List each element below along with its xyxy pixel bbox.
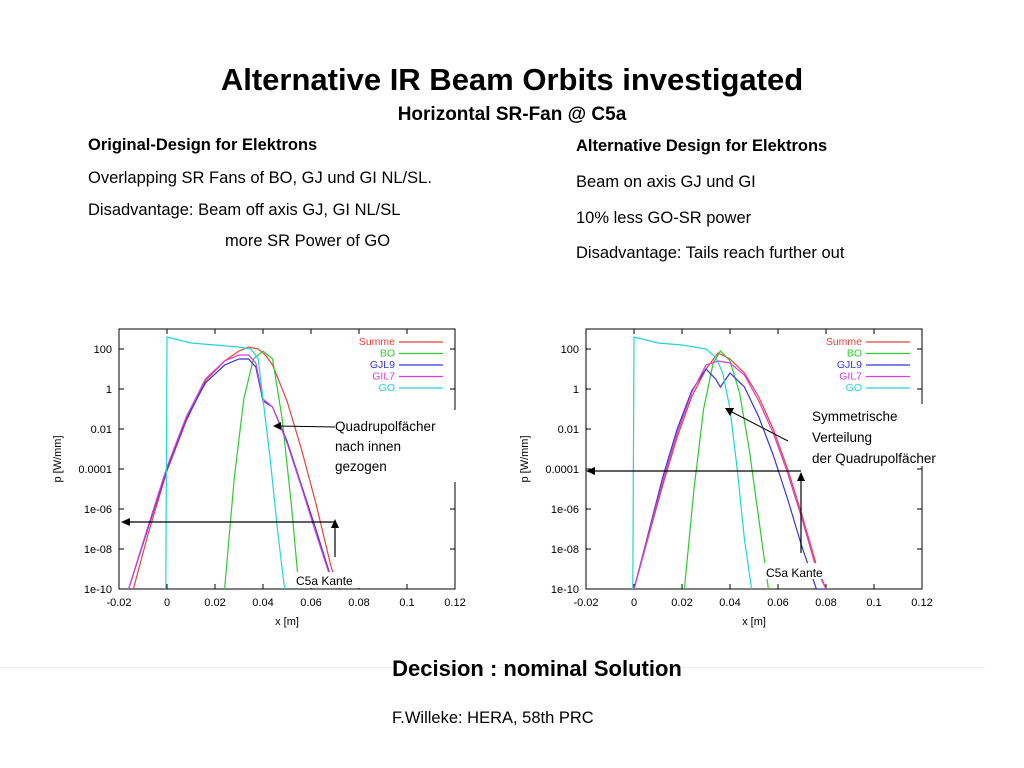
series-line-go	[165, 336, 286, 589]
x-tick-label: 0.1	[399, 597, 414, 609]
legend-label: BO	[847, 348, 862, 360]
x-tick-label: 0.02	[204, 597, 225, 609]
x-axis-label: x [m]	[275, 616, 299, 628]
left-description: Original-Design for Elektrons Overlappin…	[88, 136, 508, 252]
y-tick-label: 1e-06	[84, 504, 112, 516]
chart-right: 100 1 0.01 0.0001 1e-06 1e-08 1e-10 -0.02 0 0.02 0…	[512, 310, 992, 635]
annotation-pointer	[276, 425, 336, 428]
edge-level-arrowhead	[586, 467, 595, 475]
y-tick-label: 1e-10	[551, 584, 579, 596]
legend-label: BO	[380, 348, 395, 360]
slide-title: Alternative IR Beam Orbits investigated	[220, 62, 804, 97]
left-line-1: Overlapping SR Fans of BO, GJ und GI NL/…	[88, 168, 432, 187]
annotation-text: Quadrupolfächer	[335, 419, 436, 434]
x-tick-label: 0.08	[348, 597, 369, 609]
chart-left: 100 1 0.01 0.0001 1e-06 1e-08 1e-10 -0.02 0 0.02 0…	[45, 310, 525, 635]
annotation-bg	[808, 404, 983, 466]
y-tick-label: 1e-10	[84, 584, 112, 596]
chart-right-svg: 100 1 0.01 0.0001 1e-06 1e-08 1e-10-0.02 0 0.02 0…	[519, 328, 983, 628]
x-tick-label: -0.02	[573, 597, 598, 609]
legend-label: GIL7	[839, 371, 862, 383]
series-line-summe	[633, 352, 827, 589]
decision-text: Decision : nominal Solution	[392, 656, 682, 681]
x-tick-label: 0.06	[300, 597, 321, 609]
y-tick-label: 0.0001	[545, 464, 579, 476]
y-axis-label: p [W/mm]	[519, 435, 531, 482]
legend-label: GO	[846, 382, 862, 394]
left-line-3: more SR Power of GO	[225, 232, 391, 251]
slide-subtitle: Horizontal SR-Fan @ C5a	[397, 104, 627, 125]
x-axis-label: x [m]	[742, 616, 766, 628]
series-line-gil7	[128, 354, 338, 589]
edge-marker-arrowhead	[797, 472, 805, 481]
y-tick-label: 1	[106, 384, 112, 396]
y-tick-label: 0.0001	[78, 464, 112, 476]
legend-label: GJL9	[837, 359, 862, 371]
x-tick-label: 0.1	[866, 597, 881, 609]
annotation-pointer	[729, 410, 789, 442]
y-tick-label: 0.01	[558, 424, 579, 436]
y-tick-label: 100	[561, 344, 579, 356]
right-line-2: 10% less GO-SR power	[576, 208, 752, 227]
y-axis-label: p [W/mm]	[52, 435, 64, 482]
y-tick-label: 0.01	[91, 424, 112, 436]
x-tick-label: 0.04	[252, 597, 273, 609]
legend-label: GJL9	[370, 359, 395, 371]
annotation-bg	[332, 410, 465, 482]
left-line-2: Disadvantage: Beam off axis GJ, GI NL/SL	[88, 200, 401, 219]
annotation-text: der Quadrupolfächer	[812, 451, 936, 466]
x-tick-label: -0.02	[106, 597, 131, 609]
y-tick-label: 1e-08	[551, 544, 579, 556]
legend-label: GIL7	[372, 371, 395, 383]
edge-marker-arrowhead	[331, 519, 339, 528]
x-tick-label: 0.02	[671, 597, 692, 609]
x-tick-label: 0.06	[767, 597, 788, 609]
y-tick-label: 1e-06	[551, 504, 579, 516]
annotation-text: Symmetrische	[812, 409, 898, 424]
annotation-text: gezogen	[335, 459, 387, 474]
right-description: Alternative Design for Elektrons Beam on…	[576, 137, 996, 264]
annotation-arrowhead	[725, 408, 734, 416]
x-tick-label: 0.04	[719, 597, 740, 609]
left-heading: Original-Design for Elektrons	[88, 136, 318, 154]
series-line-go	[632, 336, 753, 589]
legend-label: Summe	[826, 336, 862, 348]
right-heading: Alternative Design for Elektrons	[576, 137, 828, 155]
edge-level-arrowhead	[121, 518, 130, 526]
series-line-gjl9	[633, 368, 824, 589]
x-tick-label: 0.12	[444, 597, 465, 609]
edge-label-bg	[294, 572, 364, 588]
x-tick-label: 0	[164, 597, 170, 609]
divider	[0, 667, 985, 668]
series-line-summe	[132, 346, 338, 589]
x-tick-label: 0.12	[911, 597, 932, 609]
series-line-bo	[683, 350, 769, 589]
y-tick-label: 1e-08	[84, 544, 112, 556]
annotation-text: nach innen	[335, 439, 401, 454]
edge-label: C5a Kante	[766, 566, 823, 580]
series-line-gjl9	[128, 358, 341, 589]
x-tick-label: 0	[631, 597, 637, 609]
legend-label: Summe	[359, 336, 395, 348]
annotation-text: Verteilung	[812, 430, 872, 445]
edge-label: C5a Kante	[296, 574, 353, 588]
series-line-bo	[224, 350, 300, 589]
right-line-1: Beam on axis GJ und GI	[576, 172, 756, 191]
legend-label: GO	[379, 382, 395, 394]
series-line-gil7	[633, 360, 827, 589]
credit-text: F.Willeke: HERA, 58th PRC	[392, 709, 594, 727]
right-line-3: Disadvantage: Tails reach further out	[576, 244, 845, 263]
chart-left-svg: 100 1 0.01 0.0001 1e-06 1e-08 1e-10-0.02 0 0.02 0…	[52, 328, 466, 628]
annotation-arrowhead	[273, 422, 281, 430]
y-tick-label: 1	[573, 384, 579, 396]
edge-label-bg	[764, 563, 836, 579]
y-tick-label: 100	[94, 344, 112, 356]
x-tick-label: 0.08	[815, 597, 836, 609]
